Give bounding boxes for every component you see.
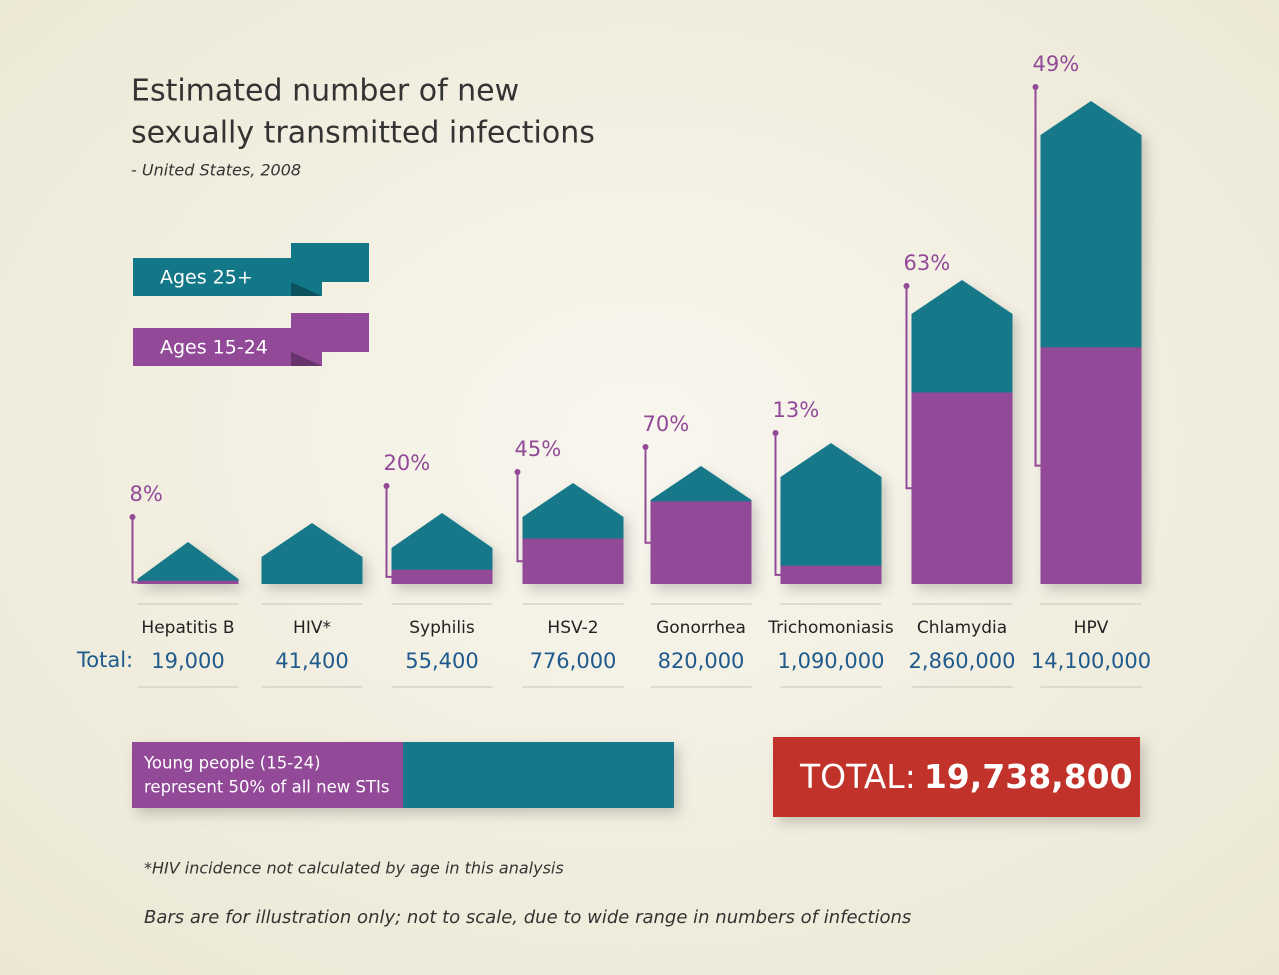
value-label: 63% bbox=[904, 251, 951, 275]
category-label: Syphilis bbox=[409, 618, 475, 638]
category-label: HSV-2 bbox=[547, 618, 598, 638]
bar-total bbox=[391, 513, 493, 584]
category-label: Chlamydia bbox=[917, 618, 1007, 638]
grand-total-box bbox=[773, 737, 1140, 817]
total-value: 776,000 bbox=[530, 649, 617, 673]
footnote: *HIV incidence not calculated by age in … bbox=[144, 859, 564, 878]
legend-label: Ages 15-24 bbox=[160, 337, 268, 359]
legend-ribbon bbox=[133, 328, 322, 366]
bar-segment bbox=[780, 565, 882, 584]
leader-dot bbox=[383, 483, 390, 489]
value-label: 13% bbox=[773, 398, 820, 422]
title-line: Estimated number of new bbox=[131, 74, 519, 109]
bar-segment bbox=[1040, 347, 1142, 584]
bar-group bbox=[261, 523, 363, 584]
totals-label: Total: bbox=[76, 648, 133, 672]
total-value: 41,400 bbox=[275, 649, 348, 673]
leader-line bbox=[131, 517, 138, 584]
bar-group bbox=[137, 542, 239, 584]
bar-total bbox=[261, 523, 363, 584]
bar-segment bbox=[911, 392, 1013, 584]
grand-total-label: TOTAL: bbox=[799, 757, 916, 796]
bar-group bbox=[522, 483, 624, 584]
bar-total bbox=[780, 443, 882, 584]
summary-bar bbox=[132, 742, 674, 808]
total-value: 2,860,000 bbox=[909, 649, 1016, 673]
leader-line bbox=[644, 447, 651, 544]
leader-dot bbox=[642, 444, 649, 450]
category-label: Gonorrhea bbox=[656, 618, 746, 638]
bar-segment bbox=[391, 569, 493, 584]
category-label: Trichomoniasis bbox=[767, 618, 894, 638]
leader-dot bbox=[772, 430, 779, 436]
total-value: 820,000 bbox=[658, 649, 745, 673]
value-label: 70% bbox=[643, 412, 690, 436]
category-label: HIV* bbox=[293, 618, 331, 638]
value-label: 8% bbox=[130, 482, 163, 506]
legend-shade bbox=[291, 352, 322, 366]
leader-line bbox=[1034, 87, 1041, 467]
summary-text: represent 50% of all new STIs bbox=[144, 778, 390, 797]
legend-ribbon bbox=[133, 258, 322, 296]
leader-line bbox=[774, 433, 781, 576]
leader-dot bbox=[1032, 84, 1039, 90]
grand-total: TOTAL: 19,738,800 bbox=[799, 757, 1133, 796]
value-label: 49% bbox=[1033, 52, 1080, 76]
total-value: 14,100,000 bbox=[1031, 649, 1151, 673]
value-label: 45% bbox=[515, 437, 562, 461]
value-label: 20% bbox=[384, 451, 431, 475]
total-value: 1,090,000 bbox=[778, 649, 885, 673]
grand-total-bg bbox=[773, 737, 1140, 817]
bar-group bbox=[911, 280, 1013, 584]
category-label: Hepatitis B bbox=[141, 618, 234, 638]
bar-segment bbox=[650, 501, 752, 584]
legend-shade bbox=[291, 282, 322, 296]
summary-share bbox=[132, 742, 403, 808]
leader-dot bbox=[903, 283, 910, 289]
bar-group bbox=[780, 443, 882, 584]
leader-line bbox=[516, 472, 523, 563]
leader-line bbox=[385, 486, 392, 578]
subtitle: - United States, 2008 bbox=[131, 161, 301, 180]
bar-segment bbox=[137, 580, 239, 584]
leader-dot bbox=[514, 469, 521, 475]
legend-label: Ages 25+ bbox=[160, 267, 253, 289]
total-value: 19,000 bbox=[151, 649, 224, 673]
bar-segment bbox=[522, 538, 624, 584]
grand-total-value: 19,738,800 bbox=[924, 757, 1133, 796]
bar-group bbox=[1040, 101, 1142, 584]
bar-group bbox=[650, 466, 752, 584]
summary-text: Young people (15-24) bbox=[143, 754, 321, 773]
leader-line bbox=[905, 286, 912, 490]
footnote: Bars are for illustration only; not to s… bbox=[144, 907, 911, 928]
bar-total bbox=[137, 542, 239, 584]
category-label: HPV bbox=[1074, 618, 1109, 638]
total-value: 55,400 bbox=[405, 649, 478, 673]
leader-dot bbox=[129, 514, 136, 520]
bar-group bbox=[391, 513, 493, 584]
title-line: sexually transmitted infections bbox=[131, 116, 595, 151]
